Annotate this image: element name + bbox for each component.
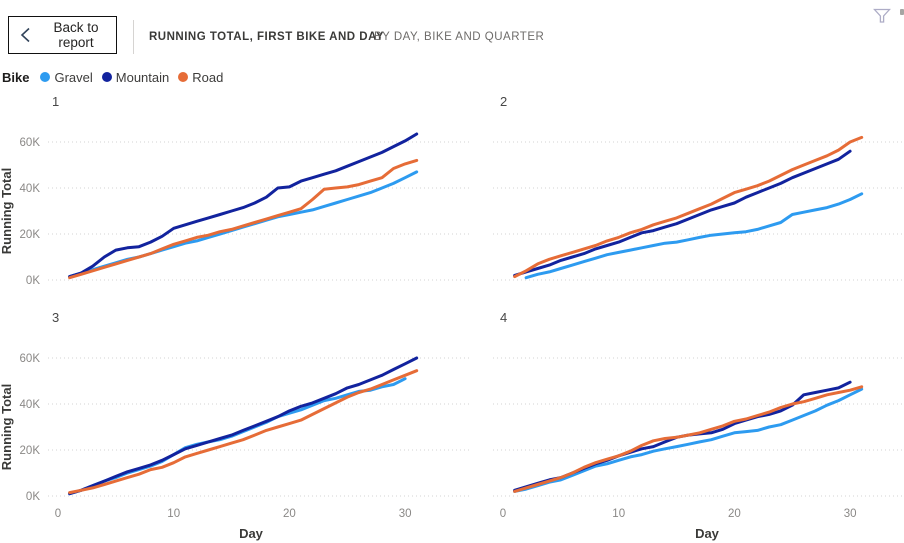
quarter-label: 4 xyxy=(500,310,507,325)
gravel-line[interactable] xyxy=(513,387,864,493)
x-axis-title: Day xyxy=(695,526,720,541)
mountain-line[interactable] xyxy=(68,132,419,279)
gravel-color-dot xyxy=(40,72,51,82)
x-tick-label: 20 xyxy=(728,508,741,520)
y-tick-label: 40K xyxy=(20,183,41,195)
y-tick-label: 60K xyxy=(20,353,41,365)
back-to-report-label: Back to report xyxy=(53,20,99,50)
legend-item-road[interactable]: Road xyxy=(178,70,223,85)
road-line[interactable] xyxy=(513,135,864,279)
gravel-line[interactable] xyxy=(524,192,864,280)
legend-item-gravel[interactable]: Gravel xyxy=(40,70,93,85)
gravel-line[interactable] xyxy=(68,377,407,496)
road-line[interactable] xyxy=(68,158,419,280)
header-divider xyxy=(133,20,134,54)
y-tick-label: 0K xyxy=(26,491,40,503)
x-tick-label: 20 xyxy=(283,508,296,520)
mountain-line[interactable] xyxy=(513,149,852,277)
quarter-2-chart[interactable]: 2 xyxy=(472,90,904,300)
y-tick-label: 0K xyxy=(26,275,40,287)
y-axis-title: Running Total xyxy=(0,168,14,254)
chevron-left-icon xyxy=(20,27,31,43)
road-line[interactable] xyxy=(68,369,419,495)
y-tick-label: 20K xyxy=(20,445,41,457)
legend-title: Bike xyxy=(2,69,30,85)
quarter-4-chart[interactable]: 4 0 10 20 30 Day xyxy=(472,300,904,543)
back-to-report-button[interactable]: Back to report xyxy=(8,16,117,54)
funnel-icon[interactable] xyxy=(871,5,893,27)
y-axis-title: Running Total xyxy=(0,384,14,470)
legend-item-mountain[interactable]: Mountain xyxy=(101,70,169,85)
road-line[interactable] xyxy=(513,385,864,493)
x-tick-label: 0 xyxy=(55,508,61,520)
x-tick-label: 30 xyxy=(844,508,857,520)
page-subtitle: BY DAY, BIKE AND QUARTER xyxy=(374,31,545,43)
mountain-color-dot xyxy=(101,72,112,82)
quarter-label: 3 xyxy=(52,310,59,325)
road-color-dot xyxy=(178,72,189,82)
page-title: RUNNING TOTAL, FIRST BIKE AND DAY xyxy=(149,31,385,43)
x-tick-label: 10 xyxy=(612,508,625,520)
x-tick-label: 0 xyxy=(500,508,506,520)
y-tick-label: 40K xyxy=(20,399,41,411)
bike-legend: Bike Gravel Mountain Road xyxy=(2,69,232,85)
mountain-line[interactable] xyxy=(68,356,419,496)
x-tick-label: 30 xyxy=(399,508,412,520)
y-tick-label: 60K xyxy=(20,137,41,149)
x-axis-title: Day xyxy=(239,526,264,541)
quarter-label: 1 xyxy=(52,94,59,109)
clipped-icon-fragment xyxy=(900,9,904,15)
quarter-label: 2 xyxy=(500,94,507,109)
y-tick-label: 20K xyxy=(20,229,41,241)
x-tick-label: 10 xyxy=(167,508,180,520)
quarter-1-chart[interactable]: 0K 20K 40K 60K Running Total 1 xyxy=(0,90,472,300)
